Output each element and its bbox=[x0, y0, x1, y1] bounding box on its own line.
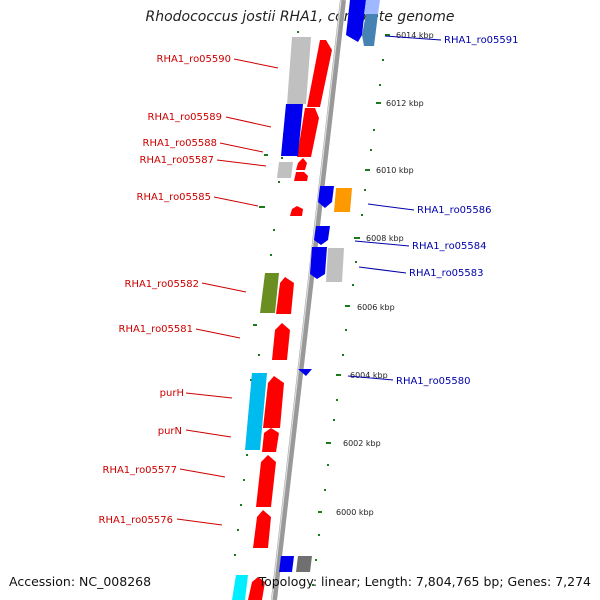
gene-label[interactable]: RHA1_ro05576 bbox=[99, 515, 174, 526]
gene-arrow-reverse[interactable] bbox=[346, 0, 366, 42]
gene-arrow[interactable] bbox=[294, 172, 308, 181]
gene-label[interactable]: RHA1_ro05582 bbox=[125, 279, 200, 290]
gene-block-blue[interactable] bbox=[281, 104, 303, 156]
tick-label: 6014 kbp bbox=[396, 31, 434, 40]
gene-label[interactable]: purH bbox=[160, 388, 184, 399]
gene-label[interactable]: RHA1_ro05583 bbox=[409, 268, 484, 279]
gene-label[interactable]: RHA1_ro05580 bbox=[396, 376, 471, 387]
gene-block-olive[interactable] bbox=[260, 273, 279, 313]
gene-label[interactable]: RHA1_ro05586 bbox=[417, 205, 492, 216]
gene-label[interactable]: RHA1_ro05588 bbox=[143, 138, 218, 149]
tick-label: 6008 kbp bbox=[366, 234, 404, 243]
accession-label: Accession: NC_008268 bbox=[9, 574, 152, 589]
gene-arrow[interactable] bbox=[307, 40, 332, 107]
gene-block-cyan[interactable] bbox=[245, 373, 267, 450]
gene-block-orange[interactable] bbox=[334, 188, 352, 212]
gene-label[interactable]: RHA1_ro05584 bbox=[412, 241, 487, 252]
right-gene-labels: RHA1_ro05591 RHA1_ro05586 RHA1_ro05584 R… bbox=[396, 35, 519, 387]
gene-arrow[interactable] bbox=[256, 455, 276, 507]
gene-label[interactable]: RHA1_ro05589 bbox=[148, 112, 223, 123]
reverse-genes bbox=[279, 0, 380, 572]
tick-label: 6012 kbp bbox=[386, 99, 424, 108]
genome-backbone bbox=[271, 0, 346, 600]
gene-label[interactable]: RHA1_ro05587 bbox=[140, 155, 215, 166]
gene-label[interactable]: RHA1_ro05585 bbox=[137, 192, 212, 203]
gene-arrow-reverse[interactable] bbox=[310, 247, 327, 279]
gene-block-grey[interactable] bbox=[287, 37, 311, 104]
gene-arrow[interactable] bbox=[290, 206, 303, 216]
genome-summary: Topology: linear; Length: 7,804,765 bp; … bbox=[258, 574, 591, 589]
gene-arrow-reverse[interactable] bbox=[298, 369, 312, 376]
gene-label[interactable]: RHA1_ro05591 bbox=[444, 35, 519, 46]
gene-label[interactable]: RHA1_ro05590 bbox=[157, 54, 232, 65]
right-ruler bbox=[312, 34, 390, 586]
gene-block-steelblue[interactable] bbox=[362, 14, 378, 46]
tick-label: 6006 kbp bbox=[357, 303, 395, 312]
gene-arrow-reverse[interactable] bbox=[314, 226, 330, 245]
left-gene-labels: RHA1_ro05590 RHA1_ro05589 RHA1_ro05588 R… bbox=[99, 54, 232, 526]
gene-arrow-reverse[interactable] bbox=[318, 186, 334, 208]
gene-label[interactable]: RHA1_ro05581 bbox=[119, 324, 194, 335]
gene-arrow[interactable] bbox=[263, 376, 284, 428]
left-feature-blocks bbox=[232, 37, 311, 600]
gene-arrow[interactable] bbox=[272, 323, 290, 360]
gene-label[interactable]: RHA1_ro05577 bbox=[103, 465, 178, 476]
gene-block-lightblue[interactable] bbox=[364, 0, 380, 14]
gene-block-grey[interactable] bbox=[326, 248, 344, 282]
gene-arrow[interactable] bbox=[262, 428, 279, 452]
gene-block-blue[interactable] bbox=[279, 556, 294, 572]
tick-label: 6010 kbp bbox=[376, 166, 414, 175]
gene-label[interactable]: purN bbox=[158, 426, 182, 437]
gene-block-grey[interactable] bbox=[277, 162, 293, 178]
gene-arrow[interactable] bbox=[253, 510, 271, 548]
gene-arrow[interactable] bbox=[297, 108, 319, 157]
forward-genes bbox=[248, 40, 332, 600]
tick-label: 6004 kbp bbox=[350, 371, 388, 380]
tick-label: 6000 kbp bbox=[336, 508, 374, 517]
left-leader-lines bbox=[176, 58, 279, 526]
right-leader-lines bbox=[347, 35, 442, 381]
gene-arrow[interactable] bbox=[296, 158, 307, 170]
tick-label: 6002 kbp bbox=[343, 439, 381, 448]
gene-arrow[interactable] bbox=[276, 277, 294, 314]
gene-block-cyan[interactable] bbox=[232, 575, 248, 600]
gene-block-darkgrey[interactable] bbox=[296, 556, 312, 572]
gene-arrow[interactable] bbox=[248, 577, 265, 600]
